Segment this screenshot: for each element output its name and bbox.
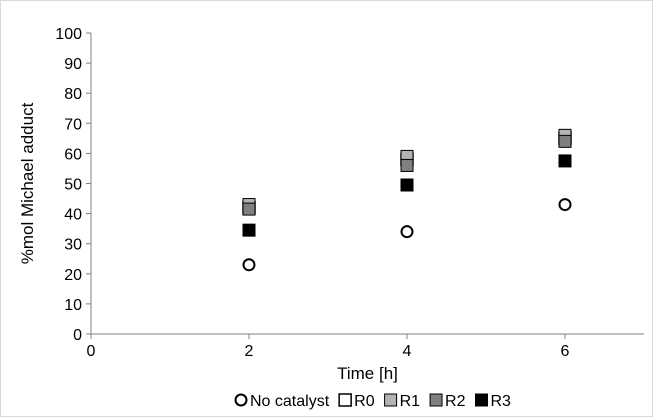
legend-marker xyxy=(234,393,248,407)
legend-marker xyxy=(384,393,398,407)
data-point xyxy=(400,178,414,192)
y-tick-label: 90 xyxy=(64,56,82,73)
y-tick-label: 80 xyxy=(64,86,82,103)
legend-marker xyxy=(338,393,352,407)
data-point xyxy=(400,225,414,239)
legend-marker xyxy=(429,393,443,407)
data-point xyxy=(242,258,256,272)
y-tick-label: 60 xyxy=(64,146,82,163)
x-axis-title: Time [h] xyxy=(337,364,398,383)
y-tick-label: 40 xyxy=(64,207,82,224)
y-tick-label: 50 xyxy=(64,177,82,194)
legend-label: R2 xyxy=(445,393,466,410)
data-point xyxy=(558,198,572,212)
data-point xyxy=(558,154,572,168)
series-r2 xyxy=(242,134,572,216)
legend-label: No catalyst xyxy=(250,393,330,410)
data-point xyxy=(558,134,572,148)
y-tick-label: 70 xyxy=(64,116,82,133)
x-tick-label: 4 xyxy=(403,343,412,360)
x-tick-label: 0 xyxy=(87,343,96,360)
data-point xyxy=(242,202,256,216)
y-tick-label: 100 xyxy=(55,26,82,43)
data-point xyxy=(400,158,414,172)
y-axis-title: %mol Michael adduct xyxy=(18,102,37,264)
series-r3 xyxy=(242,154,572,237)
x-tick-label: 2 xyxy=(245,343,254,360)
x-tick-label: 6 xyxy=(561,343,570,360)
legend-marker xyxy=(475,393,488,407)
legend-label: R1 xyxy=(400,393,421,410)
y-tick-label: 20 xyxy=(64,267,82,284)
y-tick-label: 10 xyxy=(64,297,82,314)
y-tick-label: 30 xyxy=(64,237,82,254)
data-point xyxy=(242,223,256,237)
series-no-catalyst xyxy=(242,198,572,272)
series-r0 xyxy=(242,131,572,215)
legend-label: R0 xyxy=(354,393,375,410)
y-tick-label: 0 xyxy=(73,327,82,344)
legend-label: R3 xyxy=(491,393,512,410)
plot-area: 0 10 20 30 40 50 60 70 80 90 100 0 2 4 6 xyxy=(55,26,644,360)
legend: No catalyst R0 R1 R2 R3 xyxy=(234,393,512,410)
